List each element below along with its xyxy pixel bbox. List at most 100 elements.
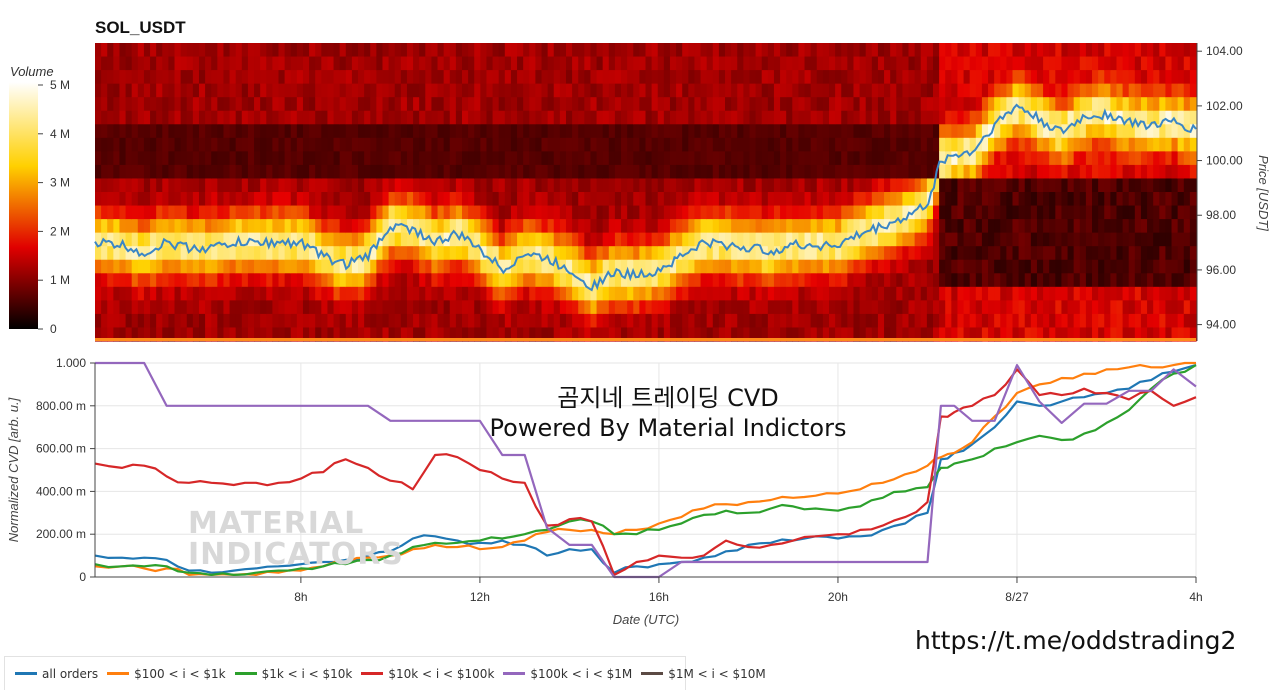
heatmap-cell: [1183, 110, 1191, 125]
heatmap-cell: [266, 164, 273, 180]
heatmap-cell: [841, 273, 848, 288]
heatmap-cell: [651, 300, 659, 315]
heatmap-cell: [254, 205, 261, 220]
heatmap-cell: [235, 137, 243, 152]
heatmap-cell: [1098, 205, 1105, 220]
heatmap-cell: [388, 151, 396, 166]
heatmap-cell: [1122, 137, 1130, 152]
heatmap-cell: [700, 83, 708, 98]
heatmap-cell: [1147, 70, 1154, 85]
heatmap-cell: [718, 137, 726, 152]
legend-item[interactable]: $10k < i < $100k: [361, 667, 494, 681]
heatmap-cell: [321, 56, 329, 71]
heatmap-cell: [939, 313, 946, 329]
heatmap-cell: [694, 83, 702, 98]
heatmap-cell: [186, 327, 194, 342]
heatmap-cell: [321, 164, 329, 180]
heatmap-cell: [125, 273, 133, 288]
heatmap-cell: [241, 300, 249, 315]
heatmap-cell: [510, 313, 518, 329]
heatmap-cell: [1116, 56, 1124, 71]
heatmap-cell: [462, 83, 469, 98]
heatmap-cell: [413, 137, 420, 152]
heatmap-cell: [235, 273, 243, 288]
heatmap-cell: [1079, 56, 1087, 71]
heatmap-cell: [272, 110, 280, 125]
heatmap-cell: [939, 219, 946, 234]
heatmap-cell: [358, 327, 365, 342]
heatmap-cell: [1006, 259, 1014, 274]
heatmap-cell: [798, 246, 806, 261]
legend-item[interactable]: $100 < i < $1k: [107, 667, 226, 681]
heatmap-cell: [1073, 327, 1081, 342]
heatmap-cell: [1122, 273, 1130, 288]
heatmap-cell: [822, 300, 830, 315]
heatmap-cell: [198, 259, 206, 274]
heatmap-cell: [926, 70, 934, 85]
heatmap-cell: [309, 70, 316, 85]
heatmap-cell: [302, 56, 310, 71]
heatmap-cell: [327, 259, 335, 274]
legend-item[interactable]: $100k < i < $1M: [503, 667, 632, 681]
heatmap-cell: [559, 124, 567, 139]
heatmap-cell: [877, 259, 885, 274]
heatmap-cell: [95, 137, 102, 152]
heatmap-cell: [1183, 219, 1191, 234]
heatmap-cell: [816, 192, 824, 207]
heatmap-cell: [266, 124, 273, 139]
heatmap-cell: [914, 286, 922, 301]
heatmap-cell: [290, 137, 298, 152]
heatmap-cell: [786, 178, 793, 193]
heatmap-cell: [364, 97, 371, 112]
heatmap-cell: [1159, 205, 1167, 220]
heatmap-cell: [792, 327, 800, 342]
heatmap-cell: [578, 56, 585, 71]
heatmap-cell: [95, 300, 102, 315]
heatmap-cell: [443, 300, 451, 315]
heatmap-cell: [462, 259, 469, 274]
heatmap-cell: [358, 151, 365, 166]
heatmap-cell: [602, 273, 610, 288]
heatmap-cell: [266, 110, 273, 125]
heatmap-cell: [419, 56, 426, 71]
heatmap-cell: [969, 205, 977, 220]
heatmap-cell: [394, 259, 402, 274]
legend-item[interactable]: all orders: [15, 667, 98, 681]
heatmap-cell: [951, 83, 959, 98]
heatmap-cell: [1049, 151, 1056, 166]
heatmap-cell: [633, 273, 640, 288]
heatmap-cell: [755, 137, 763, 152]
heatmap-cell: [254, 219, 261, 234]
heatmap-cell: [388, 219, 396, 234]
heatmap-cell: [565, 286, 573, 301]
heatmap-cell: [896, 137, 903, 152]
heatmap-cell: [731, 56, 738, 71]
heatmap-cell: [1128, 164, 1136, 180]
heatmap-cell: [1116, 313, 1124, 329]
legend-item[interactable]: $1M < i < $10M: [641, 667, 766, 681]
heatmap-cell: [810, 273, 818, 288]
heatmap-cell: [822, 70, 830, 85]
heatmap-cell: [254, 259, 261, 274]
heatmap-cell: [804, 219, 812, 234]
heatmap-cell: [388, 286, 396, 301]
heatmap-cell: [621, 110, 628, 125]
heatmap-cell: [859, 286, 867, 301]
heatmap-cell: [725, 273, 732, 288]
heatmap-cell: [890, 232, 897, 247]
telegram-link[interactable]: https://t.me/oddstrading2: [915, 626, 1237, 655]
heatmap-cell: [1061, 56, 1069, 71]
heatmap-cell: [480, 70, 488, 85]
heatmap-cell: [107, 246, 114, 261]
heatmap-cell: [327, 300, 335, 315]
heatmap-cell: [608, 192, 616, 207]
heatmap-cell: [1140, 246, 1148, 261]
colorbar-tick-label: 2 M: [50, 224, 70, 238]
heatmap-cell: [877, 178, 885, 193]
heatmap-cell: [1030, 232, 1038, 247]
heatmap-cell: [517, 110, 524, 125]
legend-item[interactable]: $1k < i < $10k: [234, 667, 352, 681]
heatmap-cell: [492, 286, 500, 301]
heatmap-cell: [309, 300, 316, 315]
legend-label: $100k < i < $1M: [530, 666, 633, 681]
